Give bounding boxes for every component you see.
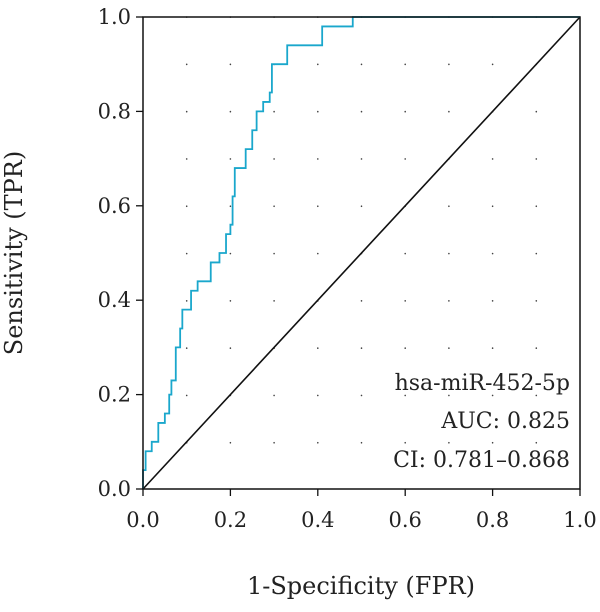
- x-axis-title: 1-Specificity (FPR): [247, 572, 475, 600]
- roc-curve-line: [142, 16, 580, 489]
- annotation-mirna: hsa-miR-452-5p: [395, 371, 570, 396]
- y-tick-label: 0.0: [98, 477, 131, 501]
- x-axis-ticks: 0.0 0.2 0.4 0.6 0.8 1.0: [126, 489, 597, 532]
- x-tick-label: 0.8: [476, 508, 509, 532]
- series-layer: [142, 16, 580, 489]
- reference-line-layer: [142, 16, 581, 490]
- reference-diagonal-line: [142, 16, 581, 490]
- x-tick-label: 0.6: [388, 508, 421, 532]
- annotation-ci: CI: 0.781–0.868: [393, 448, 570, 473]
- y-tick-label: 0.6: [98, 194, 131, 218]
- plot-frame: [142, 16, 581, 490]
- y-tick-label: 1.0: [98, 5, 131, 29]
- annotation-box: hsa-miR-452-5p AUC: 0.825 CI: 0.781–0.86…: [393, 371, 570, 473]
- x-tick-label: 1.0: [563, 508, 596, 532]
- y-tick-label: 0.4: [98, 288, 131, 312]
- y-axis-title: Sensitivity (TPR): [0, 151, 28, 355]
- y-axis-ticks: 0.0 0.2 0.4 0.6 0.8 1.0: [98, 5, 143, 501]
- annotation-auc: AUC: 0.825: [440, 409, 570, 434]
- y-tick-label: 0.8: [98, 99, 131, 123]
- x-tick-label: 0.2: [214, 508, 247, 532]
- y-tick-label: 0.2: [98, 383, 131, 407]
- x-tick-label: 0.0: [126, 508, 159, 532]
- x-tick-label: 0.4: [301, 508, 334, 532]
